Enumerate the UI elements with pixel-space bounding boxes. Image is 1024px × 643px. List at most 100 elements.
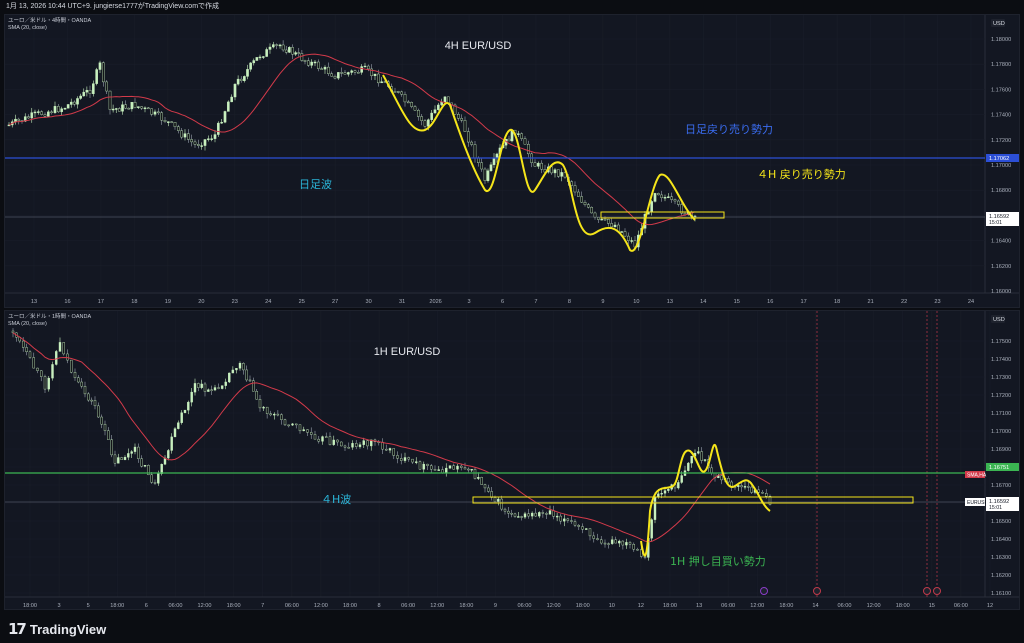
candle (663, 197, 667, 199)
candle (548, 510, 552, 515)
chart-title: 1H EUR/USD (374, 346, 441, 358)
candle (62, 342, 65, 355)
candle (177, 126, 180, 131)
candle (673, 199, 677, 202)
chart-4h-canvas[interactable]: 13 16 17 18 19 20 23 24 25 27 30 31 2026 3 6 7 8 9 10 13 14 1… (5, 15, 1019, 307)
candle (660, 493, 663, 495)
candle (588, 528, 592, 537)
candle (355, 443, 358, 447)
chart-panel-1h[interactable]: 18:00 3 5 18:00 6 06:00 12:00 18:00 7 06:00 12:00 1… (4, 310, 1020, 610)
candle (269, 413, 272, 416)
candle (367, 65, 370, 70)
candle (347, 447, 350, 449)
candle (351, 443, 354, 448)
chart-panel-4h[interactable]: 13 16 17 18 19 20 23 24 25 27 30 31 2026 3 6 7 8 9 10 13 14 1… (4, 14, 1020, 308)
candle (489, 164, 493, 171)
candle (118, 108, 121, 112)
candle (730, 481, 733, 487)
candle (183, 133, 187, 138)
candle (403, 94, 407, 103)
candle (650, 201, 653, 213)
candle (517, 516, 520, 518)
lightning-event-icon[interactable] (760, 587, 768, 595)
candle (133, 102, 137, 108)
candle (105, 81, 108, 92)
candle (577, 191, 580, 197)
candle (313, 434, 317, 440)
price-axis-label: 1.16700 (991, 483, 1011, 489)
candle (636, 549, 639, 551)
candle (53, 106, 57, 113)
price-axis-label: 1.17600 (991, 87, 1011, 93)
candle (761, 492, 764, 494)
candle (640, 549, 643, 557)
candle (680, 475, 683, 483)
candle (69, 101, 73, 105)
time-axis-label: 16 (767, 299, 773, 305)
candle (265, 49, 268, 57)
candle (366, 440, 369, 447)
candle (220, 122, 223, 124)
candle (411, 458, 414, 463)
candle (150, 108, 153, 115)
candle (200, 383, 203, 388)
time-axis-label: 12:00 (750, 603, 764, 609)
candle (628, 542, 632, 545)
candle (463, 120, 467, 132)
us-flag-event-icon[interactable] (933, 587, 941, 595)
candle (677, 200, 680, 205)
candle (107, 430, 110, 440)
candle (294, 52, 297, 55)
tradingview-brand-text: TradingView (29, 621, 107, 637)
candle (388, 448, 392, 451)
candle (487, 487, 490, 492)
candle (223, 111, 227, 123)
price-axis-label: 1.17000 (991, 429, 1011, 435)
candle (313, 61, 317, 64)
tradingview-logo[interactable]: 17 TradingView (8, 620, 106, 638)
candle (550, 166, 553, 174)
price-axis-label: 1.16300 (991, 555, 1011, 561)
time-axis-label: 12:00 (867, 603, 881, 609)
candle (680, 204, 683, 214)
candle (570, 520, 573, 522)
time-axis-label: 14 (812, 603, 818, 609)
candle (336, 439, 339, 443)
candle (224, 381, 227, 386)
sma-tag-label: SMA,HA (967, 473, 987, 479)
candle (110, 439, 113, 456)
price-axis-label: 1.17400 (991, 113, 1011, 119)
legend-symbol-1h: ユーロ／米ドル・1時間・OANDA (8, 314, 92, 320)
us-flag-event-icon[interactable] (923, 587, 931, 595)
time-axis-label: 06:00 (285, 603, 299, 609)
us-flag-event-icon[interactable] (813, 587, 821, 595)
price-axis-label: 1.18000 (991, 37, 1011, 43)
candle (607, 543, 610, 545)
candle (415, 461, 418, 463)
symbol-tag-bg (965, 498, 985, 506)
candle (600, 218, 603, 221)
annotation-4h-wave: ４H波 (321, 493, 351, 506)
candle (541, 512, 545, 514)
candle (150, 474, 153, 483)
chart-1h-canvas[interactable]: 18:00 3 5 18:00 6 06:00 12:00 18:00 7 06:00 12:00 1… (5, 311, 1019, 609)
candle (523, 138, 527, 145)
candle (473, 468, 477, 479)
candle (193, 141, 197, 145)
candle (492, 157, 496, 165)
candle (193, 383, 197, 393)
candle (317, 61, 320, 69)
candle (40, 370, 43, 377)
candle (66, 104, 70, 109)
candle (650, 519, 653, 539)
price-axis-label: 1.17100 (991, 411, 1011, 417)
candle (246, 69, 249, 77)
candle (700, 451, 703, 461)
currency-label: USD (993, 317, 1005, 323)
time-axis-label: 17 (801, 299, 807, 305)
candle (503, 508, 507, 512)
price-axis-label: 1.16800 (991, 188, 1011, 194)
candle (540, 162, 543, 170)
price-axis-label: 1.16900 (991, 447, 1011, 453)
candle (560, 172, 563, 177)
